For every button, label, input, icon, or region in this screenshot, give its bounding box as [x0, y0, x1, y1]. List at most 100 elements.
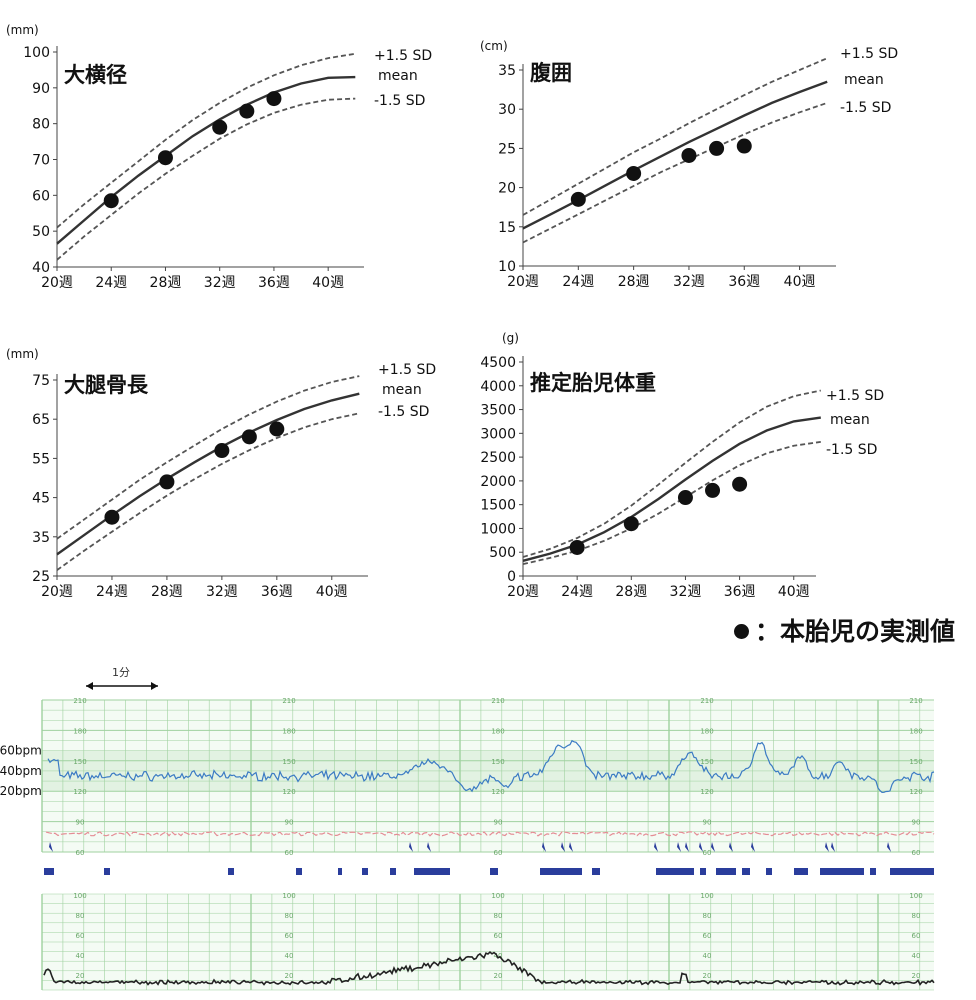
x-tick-label: 28週 [615, 584, 647, 600]
series-line-1-5-sd [522, 57, 828, 216]
fetal-movement-bar [656, 868, 694, 875]
toco-grid-number: 60 [912, 932, 921, 940]
toco-grid-number: 80 [912, 912, 921, 920]
event-marker [409, 842, 413, 852]
fetal-movement-bar [592, 868, 600, 875]
series-label-1-5-sd: -1.5 SD [826, 442, 877, 458]
chart-title: 大横径 [64, 63, 127, 87]
measured-point [681, 147, 697, 163]
series-line-1-5-sd [522, 102, 828, 244]
fetal-movement-bar [390, 868, 396, 875]
toco-grid-number: 100 [909, 892, 922, 900]
fetal-movement-bar [766, 868, 772, 875]
fhr-grid-number: 210 [700, 697, 713, 705]
event-marker [561, 842, 565, 852]
y-tick-label: 20 [498, 181, 516, 197]
event-marker [569, 842, 573, 852]
series-label-mean: mean [378, 68, 418, 84]
y-tick-label: 3000 [480, 426, 516, 442]
y-tick-label: 65 [32, 412, 50, 428]
measured-point [104, 509, 120, 525]
x-tick-label: 28週 [618, 274, 650, 290]
toco-grid-number: 100 [282, 892, 295, 900]
chart-fl: 25 35 45 55 65 75 20週 24週 28週 32週 36週 40週 (mm) 大腿骨長 +1… [6, 347, 436, 600]
fhr-grid-number: 180 [909, 727, 922, 735]
fetal-movement-bar [794, 868, 808, 875]
series-line-1-5-sd [522, 389, 821, 558]
fetal-movement-bar [414, 868, 450, 875]
toco-grid-number: 100 [700, 892, 713, 900]
x-tick-label: 24週 [96, 584, 128, 600]
event-marker [49, 842, 53, 852]
series-label-1-5-sd: +1.5 SD [378, 362, 436, 378]
measured-dot-icon [734, 623, 749, 639]
fhr-grid-number: 60 [285, 849, 294, 857]
series-label-mean: mean [382, 382, 422, 398]
event-marker [685, 842, 689, 852]
y-tick-label: 10 [498, 259, 516, 275]
fhr-grid-number: 90 [285, 819, 294, 827]
toco-grid-number: 40 [285, 952, 294, 960]
chart-bpd: 40 50 60 70 80 90 100 20週 24週 28週 32週 36週 40週 (mm) 大横径… [6, 23, 432, 291]
measured-point [266, 91, 282, 107]
y-tick-label: 35 [498, 63, 516, 79]
toco-grid-number: 100 [73, 892, 86, 900]
fetal-movement-bar [870, 868, 876, 875]
series-label-1-5-sd: -1.5 SD [840, 100, 891, 116]
y-tick-label: 2000 [480, 474, 516, 490]
y-tick-label: 40 [32, 260, 50, 276]
series-line-mean [522, 416, 821, 562]
x-tick-label: 24週 [562, 274, 594, 290]
x-tick-label: 36週 [724, 584, 756, 600]
fhr-grid-number: 120 [282, 788, 295, 796]
toco-grid-number: 80 [76, 912, 85, 920]
bpm-label: 140bpm [0, 764, 42, 778]
event-marker [699, 842, 703, 852]
fetal-movement-bar [362, 868, 368, 875]
series-label-1-5-sd: +1.5 SD [826, 388, 884, 404]
toco-grid-number: 60 [76, 932, 85, 940]
fhr-grid-number: 120 [909, 788, 922, 796]
series-label-1-5-sd: +1.5 SD [374, 48, 432, 64]
fetal-movement-bar [540, 868, 582, 875]
x-tick-label: 40週 [784, 274, 816, 290]
measured-point [732, 476, 748, 492]
y-unit-label: (mm) [6, 347, 39, 361]
fhr-grid-number: 210 [73, 697, 86, 705]
fetal-movement-bar [890, 868, 934, 875]
measured-point [157, 150, 173, 166]
y-tick-label: 100 [23, 45, 50, 61]
y-tick-label: 80 [32, 117, 50, 133]
toco-grid-number: 20 [76, 972, 85, 980]
measured-legend-label: ：本胎児の実測値 [755, 617, 956, 646]
fetal-movement-bar [296, 868, 302, 875]
measured-point [736, 138, 752, 154]
measured-point [103, 193, 119, 209]
fhr-grid-number: 60 [76, 849, 85, 857]
y-tick-label: 4500 [480, 355, 516, 371]
toco-grid-number: 40 [912, 952, 921, 960]
fhr-grid-number: 180 [73, 727, 86, 735]
x-tick-label: 32週 [206, 584, 238, 600]
series-line-mean [522, 80, 828, 230]
measured-point [214, 443, 230, 459]
measured-point [159, 474, 175, 490]
fhr-grid-number: 90 [703, 819, 712, 827]
measured-point [677, 490, 693, 506]
toco-grid-number: 100 [491, 892, 504, 900]
fhr-grid-number: 120 [491, 788, 504, 796]
y-tick-label: 0 [507, 569, 516, 585]
toco-grid-number: 80 [703, 912, 712, 920]
x-tick-label: 20週 [41, 584, 73, 600]
y-tick-label: 1500 [480, 498, 516, 514]
measured-legend: ：本胎児の実測値 [734, 612, 955, 648]
series-line-1-5-sd [522, 441, 821, 565]
chart-ac: 10 15 20 25 30 35 20週 24週 28週 32週 36週 40週 (cm) 腹囲 +1.5… [480, 39, 898, 290]
event-marker [677, 842, 681, 852]
toco-grid-number: 60 [285, 932, 294, 940]
x-tick-label: 32週 [673, 274, 705, 290]
toco-grid-number: 40 [494, 952, 503, 960]
fhr-grid-number: 120 [700, 788, 713, 796]
y-tick-label: 1000 [480, 521, 516, 537]
toco-grid-number: 60 [703, 932, 712, 940]
